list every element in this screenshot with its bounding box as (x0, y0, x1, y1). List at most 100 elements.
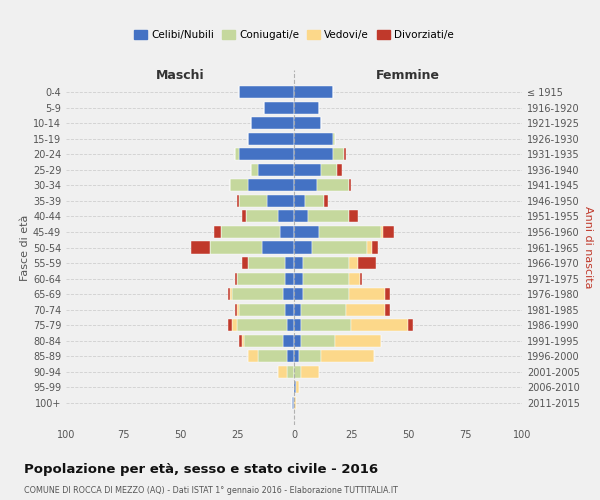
Bar (283, 288, 294, 300)
Bar (294, 86, 333, 99)
Bar (323, 195, 328, 207)
Bar (294, 148, 333, 160)
Bar (294, 210, 308, 222)
Bar (287, 319, 294, 331)
Bar (287, 366, 294, 378)
Bar (319, 226, 380, 238)
Legend: Celibi/Nubili, Coniugati/e, Vedovi/e, Divorziati/e: Celibi/Nubili, Coniugati/e, Vedovi/e, Di… (130, 26, 458, 44)
Bar (294, 272, 303, 284)
Bar (312, 242, 367, 254)
Bar (283, 334, 294, 346)
Bar (294, 381, 296, 394)
Bar (237, 195, 239, 207)
Bar (305, 195, 323, 207)
Bar (232, 288, 283, 300)
Bar (228, 288, 230, 300)
Bar (239, 304, 285, 316)
Bar (333, 132, 335, 145)
Bar (246, 210, 278, 222)
Bar (349, 257, 358, 269)
Bar (380, 226, 383, 238)
Bar (248, 350, 257, 362)
Bar (237, 319, 287, 331)
Text: COMUNE DI ROCCA DI MEZZO (AQ) - Dati ISTAT 1° gennaio 2016 - Elaborazione TUTTIT: COMUNE DI ROCCA DI MEZZO (AQ) - Dati IST… (24, 486, 398, 495)
Bar (235, 304, 237, 316)
Bar (294, 319, 301, 331)
Bar (301, 334, 335, 346)
Bar (242, 334, 244, 346)
Bar (209, 242, 262, 254)
Bar (349, 288, 385, 300)
Bar (262, 242, 294, 254)
Bar (230, 288, 232, 300)
Bar (294, 396, 296, 409)
Bar (242, 210, 246, 222)
Bar (408, 319, 413, 331)
Bar (294, 117, 322, 130)
Bar (349, 272, 360, 284)
Bar (294, 350, 299, 362)
Bar (242, 257, 248, 269)
Bar (344, 148, 346, 160)
Bar (317, 180, 349, 192)
Bar (294, 288, 303, 300)
Bar (294, 132, 333, 145)
Bar (294, 195, 305, 207)
Bar (248, 180, 294, 192)
Bar (294, 180, 317, 192)
Bar (257, 164, 294, 176)
Text: Maschi: Maschi (155, 69, 205, 82)
Bar (280, 226, 294, 238)
Bar (349, 180, 351, 192)
Y-axis label: Fasce di età: Fasce di età (20, 214, 30, 280)
Bar (287, 350, 294, 362)
Bar (244, 334, 283, 346)
Bar (235, 148, 239, 160)
Bar (385, 288, 390, 300)
Bar (239, 148, 294, 160)
Bar (237, 304, 239, 316)
Bar (301, 366, 319, 378)
Text: Popolazione per età, sesso e stato civile - 2016: Popolazione per età, sesso e stato civil… (24, 462, 378, 475)
Bar (322, 164, 337, 176)
Bar (228, 319, 232, 331)
Bar (285, 272, 294, 284)
Bar (214, 226, 221, 238)
Bar (385, 304, 390, 316)
Bar (191, 242, 209, 254)
Bar (257, 350, 287, 362)
Bar (248, 132, 294, 145)
Bar (367, 242, 371, 254)
Bar (285, 257, 294, 269)
Bar (337, 164, 342, 176)
Bar (371, 242, 379, 254)
Bar (278, 366, 287, 378)
Bar (301, 304, 346, 316)
Bar (303, 288, 349, 300)
Bar (301, 319, 351, 331)
Bar (285, 304, 294, 316)
Y-axis label: Anni di nascita: Anni di nascita (583, 206, 593, 289)
Bar (265, 102, 294, 114)
Bar (294, 242, 312, 254)
Bar (230, 180, 248, 192)
Bar (303, 257, 349, 269)
Bar (296, 381, 299, 394)
Bar (235, 272, 237, 284)
Bar (294, 366, 301, 378)
Bar (251, 164, 257, 176)
Bar (221, 226, 280, 238)
Bar (294, 334, 301, 346)
Bar (322, 350, 374, 362)
Bar (248, 257, 285, 269)
Bar (251, 117, 294, 130)
Bar (239, 86, 294, 99)
Text: Femmine: Femmine (376, 69, 440, 82)
Bar (383, 226, 394, 238)
Bar (294, 164, 322, 176)
Bar (308, 210, 349, 222)
Bar (294, 304, 301, 316)
Bar (303, 272, 349, 284)
Bar (351, 319, 408, 331)
Bar (333, 148, 344, 160)
